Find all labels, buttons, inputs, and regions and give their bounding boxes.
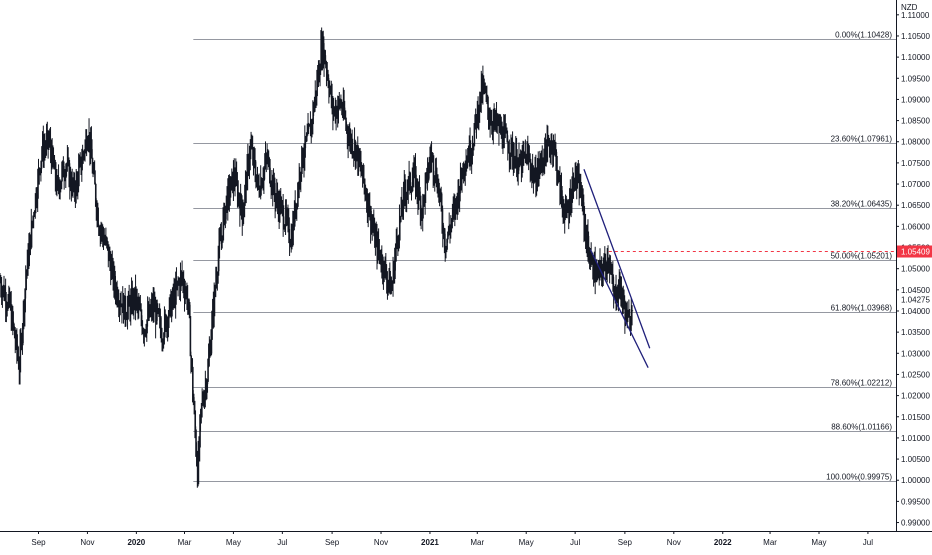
time-tick-label: Sep xyxy=(31,538,46,547)
time-tick-label: Nov xyxy=(667,538,681,547)
time-tick-label: Mar xyxy=(763,538,777,547)
price-tick-label: 1.10000 xyxy=(901,53,930,62)
price-tick-label: 1.07500 xyxy=(901,159,930,168)
time-tick-label: 2021 xyxy=(421,538,439,547)
price-tick-label: 1.00000 xyxy=(901,476,930,485)
fib-label: 38.20%(1.06435) xyxy=(831,200,893,209)
time-tick-label: Jul xyxy=(277,538,287,547)
price-tick-label: 1.06000 xyxy=(901,222,930,231)
time-tick-label: Sep xyxy=(325,538,340,547)
price-tick-label: 1.11000 xyxy=(901,11,930,20)
candles xyxy=(0,27,634,488)
price-tick-label: 1.08500 xyxy=(901,117,930,126)
fib-label: 88.60%(1.01166) xyxy=(831,423,892,432)
time-tick-label: 2022 xyxy=(714,538,732,547)
fib-levels: 0.00%(1.10428) 23.60%(1.07961) 38.20%(1.06… xyxy=(193,31,896,482)
time-tick-label: Mar xyxy=(470,538,484,547)
price-tick-label: 1.00500 xyxy=(901,455,930,464)
current-price-badge xyxy=(897,245,932,258)
price-tick-label: 0.99500 xyxy=(901,497,930,506)
trend-channel[interactable] xyxy=(583,169,651,368)
channel-lower-line[interactable] xyxy=(589,249,649,368)
price-tick-label: 1.06500 xyxy=(901,201,930,210)
price-tick-label: 1.02500 xyxy=(901,370,930,379)
fib-label: 78.60%(1.02212) xyxy=(831,379,893,388)
time-tick-label: Jul xyxy=(570,538,580,547)
price-tick-label: 1.08000 xyxy=(901,138,930,147)
fib-label: 61.80%(1.03968) xyxy=(831,304,893,313)
time-axis[interactable]: Sep Nov 2020 Mar May Jul Sep Nov 2021 Mar May Jul Se… xyxy=(0,531,932,547)
time-tick-label: Nov xyxy=(374,538,388,547)
price-series xyxy=(0,27,634,488)
price-tick-label: 1.02000 xyxy=(901,392,930,401)
price-tick-label: 1.09000 xyxy=(901,95,930,104)
time-tick-label: Nov xyxy=(80,538,94,547)
price-axis[interactable]: 1.11000 1.10500 1.10000 1.09500 1.09000 1.085… xyxy=(896,0,932,550)
price-tick-label: 1.05000 xyxy=(901,265,930,274)
price-axis-bg xyxy=(896,0,932,550)
fib-label: 100.00%(0.99975) xyxy=(826,473,892,482)
price-tick-label: 1.01000 xyxy=(901,434,930,443)
price-tick-label: 1.04000 xyxy=(901,307,930,316)
fib-label: 0.00%(1.10428) xyxy=(835,31,892,40)
time-tick-label: Jul xyxy=(863,538,873,547)
price-tick-label: 1.01500 xyxy=(901,413,930,422)
price-tick-label: 1.07000 xyxy=(901,180,930,189)
current-price-label: 1.05409 xyxy=(901,248,930,257)
time-tick-label: Sep xyxy=(618,538,633,547)
fib-label: 23.60%(1.07961) xyxy=(831,135,893,144)
time-tick-label: May xyxy=(519,538,534,547)
price-tick-label: 1.03000 xyxy=(901,349,930,358)
price-tick-label: 1.09500 xyxy=(901,74,930,83)
time-tick-label: May xyxy=(811,538,826,547)
time-tick-label: Mar xyxy=(178,538,192,547)
price-tick-label: 1.03500 xyxy=(901,328,930,337)
time-tick-label: May xyxy=(226,538,241,547)
currency-label: NZD xyxy=(901,3,918,12)
time-tick-label: 2020 xyxy=(127,538,145,547)
price-extra-label: 1.04275 xyxy=(901,295,930,304)
fib-label: 50.00%(1.05201) xyxy=(831,252,893,261)
price-tick-label: 1.04500 xyxy=(901,286,930,295)
price-tick-label: 1.10500 xyxy=(901,32,930,41)
channel-upper-line[interactable] xyxy=(583,169,651,349)
price-tick-label: 0.99000 xyxy=(901,519,930,528)
